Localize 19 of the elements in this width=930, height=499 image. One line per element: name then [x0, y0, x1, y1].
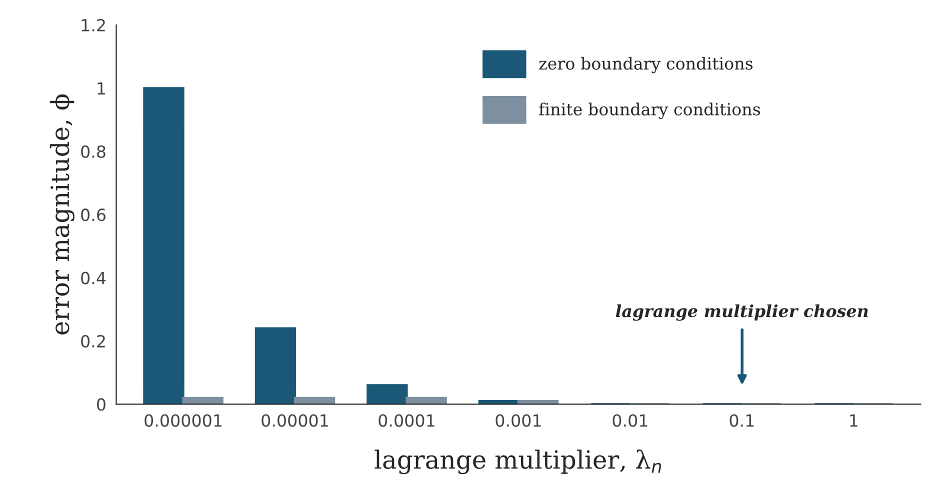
y-tick-label: 0.4: [81, 272, 106, 284]
y-tick-label: 0.6: [81, 208, 106, 222]
legend-label: zero boundary conditions: [539, 56, 753, 74]
y-tick-label: 1: [98, 82, 105, 94]
x-tick-label: 0.000001: [144, 414, 222, 427]
annotation: lagrange multiplier chosen: [616, 304, 868, 321]
x-tick-label: 0.0001: [378, 414, 434, 427]
y-tick-label: 0.8: [81, 145, 106, 158]
y-axis-title: error magnitude, ϕ: [50, 94, 74, 334]
x-tick-label: 0.00001: [262, 414, 328, 427]
x-tick-label: 0.01: [612, 414, 648, 427]
y-tick-label: 0.2: [81, 334, 105, 348]
x-tick-label: 0.1: [730, 414, 754, 427]
x-tick-label: 1: [850, 414, 858, 427]
y-tick-label: 1.2: [82, 18, 105, 32]
x-tick-label: 0.001: [496, 414, 541, 427]
x-axis-title: lagrange multiplier, λ$_{n}$: [374, 449, 662, 474]
y-tick-label: 0: [97, 398, 106, 411]
legend-label: finite boundary conditions: [539, 102, 760, 119]
